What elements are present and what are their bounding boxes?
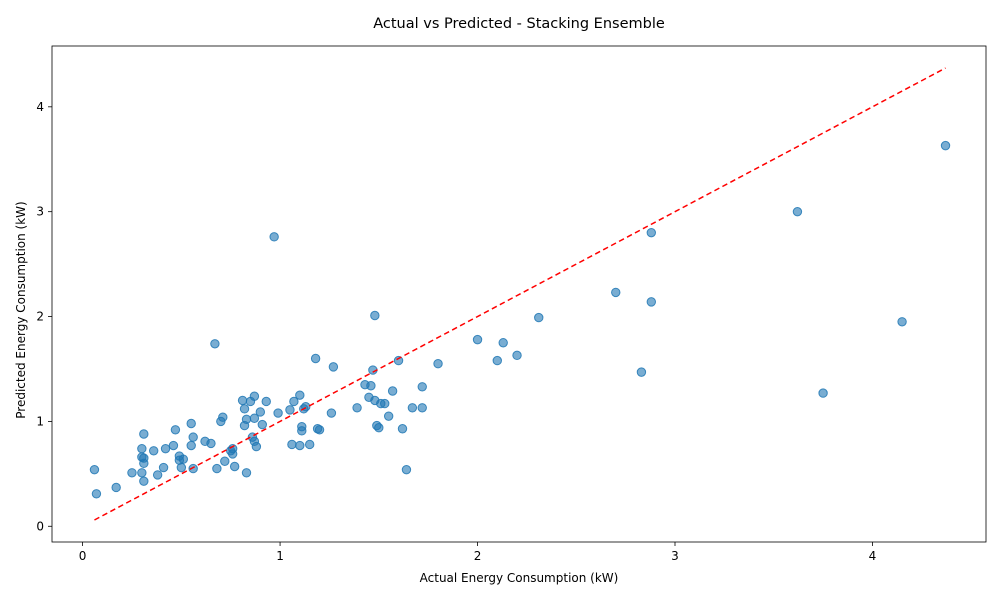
x-tick-label: 1 <box>276 549 284 563</box>
data-point <box>326 408 337 418</box>
data-point <box>176 462 187 473</box>
data-point <box>512 350 522 361</box>
data-point <box>212 463 222 474</box>
data-point <box>304 439 315 450</box>
data-point <box>257 419 267 430</box>
x-tick-label: 3 <box>671 549 679 563</box>
data-point <box>139 453 149 463</box>
data-point <box>646 227 657 238</box>
data-point <box>188 463 198 474</box>
y-tick-label: 0 <box>36 519 44 533</box>
data-points <box>89 140 951 499</box>
data-point <box>285 405 295 415</box>
data-point <box>249 413 260 423</box>
x-tick-label: 0 <box>79 549 87 563</box>
data-point <box>229 461 240 472</box>
data-point <box>636 367 647 377</box>
y-tick-label: 2 <box>36 310 44 324</box>
data-point <box>646 297 657 307</box>
data-point <box>139 429 149 439</box>
data-point <box>370 310 380 321</box>
data-point <box>498 338 508 348</box>
y-tick-label: 3 <box>36 205 44 219</box>
x-axis-ticks: 0 1 2 3 4 <box>79 542 876 563</box>
data-point <box>611 287 621 298</box>
data-point <box>89 464 100 475</box>
data-point <box>227 443 238 454</box>
data-point <box>188 432 198 442</box>
data-point <box>158 462 169 473</box>
data-point <box>407 403 418 413</box>
data-point <box>534 312 544 323</box>
data-point <box>393 355 404 366</box>
data-point <box>387 386 398 396</box>
data-point <box>139 476 149 486</box>
data-point <box>137 468 147 478</box>
y-tick-label: 1 <box>36 414 44 428</box>
data-point <box>178 454 189 464</box>
data-point <box>160 443 171 454</box>
data-point <box>314 425 325 435</box>
data-point <box>168 440 179 451</box>
y-tick-label: 4 <box>36 100 44 114</box>
data-point <box>289 396 299 407</box>
plot-area: 0 1 2 3 4 0 1 2 3 4 <box>36 45 987 563</box>
data-point <box>261 396 271 407</box>
data-point <box>295 390 305 400</box>
data-point <box>220 456 230 466</box>
data-point <box>492 355 502 366</box>
data-point <box>152 470 163 480</box>
data-point <box>374 422 384 433</box>
data-point <box>940 140 951 151</box>
data-point <box>818 388 828 398</box>
data-point <box>127 468 137 478</box>
data-point <box>310 353 321 364</box>
data-point <box>433 359 443 369</box>
data-point <box>366 381 376 391</box>
data-point <box>328 362 339 372</box>
data-point <box>148 446 159 456</box>
y-axis-ticks: 0 1 2 3 4 <box>36 100 52 533</box>
data-point <box>186 440 196 451</box>
data-point <box>295 440 305 451</box>
data-point <box>239 404 250 414</box>
x-tick-label: 4 <box>869 549 877 563</box>
axes-frame <box>51 45 987 543</box>
data-point <box>297 426 307 436</box>
data-point <box>269 232 279 242</box>
data-point <box>897 317 907 327</box>
data-point <box>237 395 248 406</box>
data-point <box>352 403 362 413</box>
data-point <box>383 411 394 421</box>
data-point <box>241 468 252 478</box>
data-point <box>218 412 228 422</box>
data-point <box>792 206 803 217</box>
y-axis-label: Predicted Energy Consumption (kW) <box>14 201 28 418</box>
data-point <box>397 424 408 434</box>
data-point <box>417 382 427 392</box>
data-point <box>273 408 283 418</box>
data-point <box>287 439 297 450</box>
ideal-fit-reference-line <box>94 67 946 521</box>
data-point <box>249 391 260 401</box>
data-point <box>380 398 390 409</box>
data-point <box>91 489 102 499</box>
data-point <box>137 443 147 454</box>
data-point <box>241 414 252 425</box>
data-point <box>111 482 121 493</box>
x-tick-label: 2 <box>474 549 482 563</box>
data-point <box>472 334 483 345</box>
data-point <box>417 403 427 413</box>
data-point <box>170 425 181 435</box>
data-point <box>255 407 266 417</box>
x-axis-label: Actual Energy Consumption (kW) <box>420 571 619 585</box>
data-point <box>210 339 220 349</box>
chart-title: Actual vs Predicted - Stacking Ensemble <box>373 16 665 32</box>
data-point <box>401 464 412 475</box>
data-point <box>251 441 262 452</box>
data-point <box>186 418 196 429</box>
data-point <box>206 438 216 449</box>
